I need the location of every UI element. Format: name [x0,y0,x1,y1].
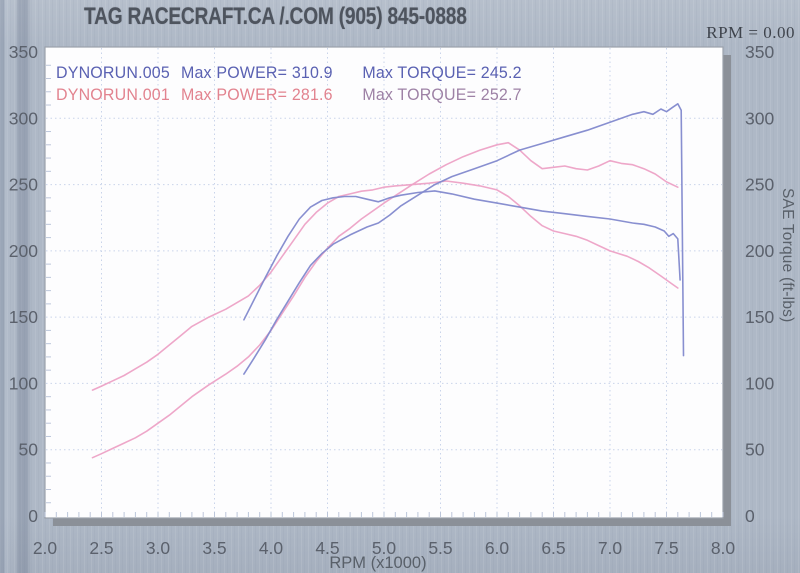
page-title: TAG RACECRAFT.CA /.COM (905) 845-0888 [84,3,467,30]
legend-row-run005: DYNORUN.005 Max POWER= 310.9 Max TORQUE=… [56,62,522,84]
dyno-curves [91,103,685,459]
curve-dynorun-005-torque-ft-lbs- [243,190,681,321]
svg-text:2.5: 2.5 [89,538,113,558]
curve-dynorun-001-power-hp- [91,141,679,459]
svg-text:150: 150 [745,307,774,327]
curve-dynorun-001-torque-ft-lbs- [91,180,679,391]
svg-text:8.0: 8.0 [711,538,736,558]
max-power-label: Max POWER= [180,85,288,104]
rpm-readout: RPM = 0.00 [706,23,795,42]
svg-text:2.0: 2.0 [33,538,58,558]
minor-ticks [44,64,724,517]
svg-text:3.0: 3.0 [146,538,171,558]
max-power-readout: Max POWER= 281.6 [181,84,358,106]
right-axis-title: SAE Torque (ft-lbs) [779,188,796,323]
max-power-readout: Max POWER= 310.9 [181,62,358,84]
max-torque-value: 252.7 [480,85,522,104]
max-torque-value: 245.2 [480,63,522,82]
max-power-label: Max POWER= [180,63,288,82]
x-axis-title: RPM (x1000) [329,554,427,572]
svg-text:7.0: 7.0 [598,538,623,558]
svg-text:7.5: 7.5 [654,538,678,558]
gridlines [46,48,722,517]
curve-dynorun-005-power-hp- [243,103,685,375]
run-name: DYNORUN.005 [56,63,170,82]
svg-text:300: 300 [745,108,774,128]
svg-text:0: 0 [28,506,38,526]
svg-text:100: 100 [9,373,38,393]
max-torque-readout: Max TORQUE= 245.2 [362,62,521,84]
max-torque-label: Max TORQUE= [362,63,477,82]
max-power-value: 310.9 [291,63,333,82]
svg-text:100: 100 [745,373,774,393]
svg-text:5.5: 5.5 [428,538,452,558]
axis-tick-labels: 0 0 50 50 100 100 150 150 200 200 250 250 300 300 350 3… [9,42,775,558]
svg-text:6.5: 6.5 [541,538,565,558]
svg-text:350: 350 [9,42,38,62]
svg-text:200: 200 [745,241,774,261]
svg-text:200: 200 [9,241,38,261]
svg-text:4.5: 4.5 [315,538,339,558]
legend: DYNORUN.005 Max POWER= 310.9 Max TORQUE=… [56,62,522,106]
legend-row-run001: DYNORUN.001 Max POWER= 281.6 Max TORQUE=… [56,84,522,106]
run-name: DYNORUN.001 [56,85,170,104]
svg-text:350: 350 [745,42,774,62]
max-torque-readout: Max TORQUE= 252.7 [362,84,521,106]
svg-text:250: 250 [745,175,774,195]
svg-text:6.0: 6.0 [485,538,510,558]
svg-text:3.5: 3.5 [202,538,226,558]
max-power-value: 281.6 [291,85,333,104]
svg-text:300: 300 [9,108,38,128]
max-torque-label: Max TORQUE= [362,85,477,104]
svg-text:50: 50 [745,440,765,460]
svg-text:5.0: 5.0 [372,538,397,558]
svg-text:250: 250 [9,175,38,195]
svg-text:50: 50 [19,440,39,460]
svg-text:150: 150 [9,307,38,327]
svg-text:4.0: 4.0 [259,538,284,558]
svg-text:0: 0 [745,506,755,526]
